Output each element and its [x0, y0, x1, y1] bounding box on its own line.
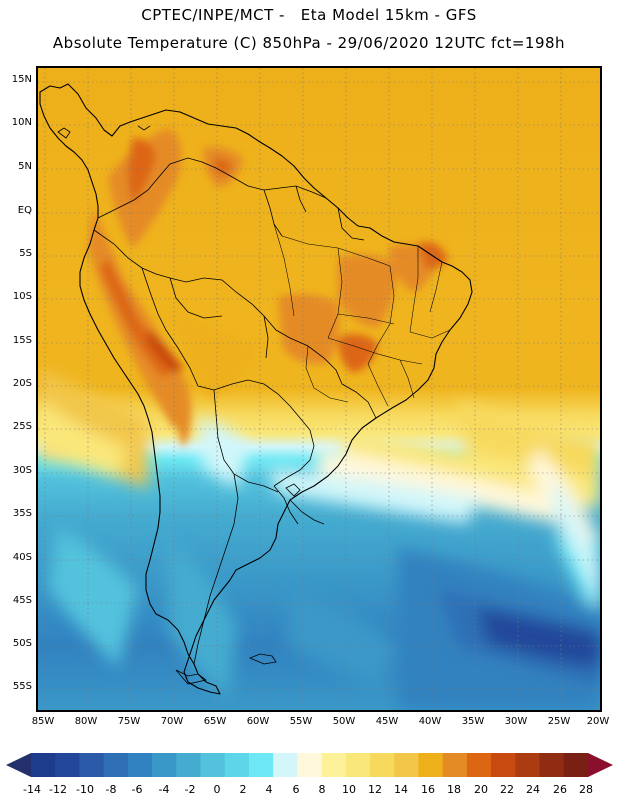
- continent-warm-areas: [88, 128, 448, 448]
- title-line-2: Absolute Temperature (C) 850hPa - 29/06/…: [52, 34, 566, 52]
- lat-label-10s: 10S: [12, 291, 32, 302]
- lat-label-eq: EQ: [17, 205, 32, 216]
- colorbar-swatch: [515, 753, 540, 777]
- temperature-map: [38, 68, 600, 710]
- colorbar-swatch: [224, 753, 250, 777]
- colorbar-swatch: [491, 753, 516, 777]
- colorbar-swatch: [466, 753, 492, 777]
- colorbar-swatch: [418, 753, 444, 777]
- state-borders: [273, 223, 451, 407]
- lon-label-50w: 50W: [332, 716, 356, 727]
- colorbar-swatch: [103, 753, 129, 777]
- colorbar-label: -2: [184, 783, 196, 796]
- colorbar-label: 2: [239, 783, 247, 796]
- lon-label-30w: 30W: [504, 716, 528, 727]
- lon-label-80w: 80W: [74, 716, 98, 727]
- field-patches: [38, 368, 600, 710]
- lon-label-65w: 65W: [203, 716, 227, 727]
- colorbar-swatch: [345, 753, 371, 777]
- lon-label-35w: 35W: [461, 716, 485, 727]
- colorbar-segments: [31, 753, 589, 777]
- lon-label-85w: 85W: [31, 716, 55, 727]
- lat-label-20s: 20S: [12, 378, 32, 389]
- lat-label-40s: 40S: [12, 552, 32, 563]
- colorbar-swatch: [442, 753, 468, 777]
- colorbar-label: 26: [553, 783, 567, 796]
- colorbar-swatch: [248, 753, 274, 777]
- colorbar-label: 10: [342, 783, 356, 796]
- lat-label-5s: 5S: [19, 248, 32, 259]
- colorbar-label: 4: [265, 783, 273, 796]
- lat-label-35s: 35S: [12, 508, 32, 519]
- colorbar-low-arrow: [6, 753, 31, 777]
- colorbar-swatch: [321, 753, 347, 777]
- lat-label-15s: 15S: [12, 335, 32, 346]
- colorbar-label: 18: [447, 783, 461, 796]
- lat-label-25s: 25S: [12, 421, 32, 432]
- colorbar-label: 22: [500, 783, 514, 796]
- colorbar-label: -10: [76, 783, 94, 796]
- lat-label-55s: 55S: [12, 681, 32, 692]
- colorbar-label: -4: [158, 783, 170, 796]
- colorbar-swatch: [539, 753, 565, 777]
- map-frame: [36, 66, 602, 712]
- lon-label-75w: 75W: [117, 716, 141, 727]
- colorbar-swatch: [297, 753, 323, 777]
- lat-label-15n: 15N: [11, 74, 32, 85]
- colorbar-label: 14: [394, 783, 408, 796]
- colorbar-high-arrow: [588, 753, 613, 777]
- colorbar-label: -14: [23, 783, 41, 796]
- lon-label-20w: 20W: [586, 716, 610, 727]
- lat-label-10n: 10N: [11, 117, 32, 128]
- colorbar-label: -8: [105, 783, 117, 796]
- lon-label-40w: 40W: [418, 716, 442, 727]
- colorbar-label: 28: [579, 783, 593, 796]
- colorbar-label: 12: [368, 783, 382, 796]
- colorbar-swatch: [563, 753, 589, 777]
- graticule-grid: [38, 68, 600, 710]
- lat-label-50s: 50S: [12, 638, 32, 649]
- colorbar-label: 16: [421, 783, 435, 796]
- colorbar-label: 20: [474, 783, 488, 796]
- colorbar-label: -6: [131, 783, 143, 796]
- colorbar: [6, 753, 613, 777]
- colorbar-label: 6: [292, 783, 300, 796]
- colorbar-swatch: [200, 753, 226, 777]
- lon-label-70w: 70W: [160, 716, 184, 727]
- colorbar-label: 0: [213, 783, 221, 796]
- colorbar-swatch: [273, 753, 298, 777]
- colorbar-label: -12: [49, 783, 67, 796]
- colorbar-swatch: [370, 753, 395, 777]
- colorbar-swatch: [176, 753, 201, 777]
- colorbar-label: 8: [318, 783, 326, 796]
- colorbar-swatch: [152, 753, 177, 777]
- lon-label-45w: 45W: [375, 716, 399, 727]
- lat-label-45s: 45S: [12, 595, 32, 606]
- colorbar-swatch: [31, 753, 56, 777]
- colorbar-swatch: [127, 753, 153, 777]
- south-america-coastline: [39, 83, 473, 695]
- lon-label-55w: 55W: [289, 716, 313, 727]
- islands: [57, 125, 301, 685]
- country-borders: [93, 157, 377, 665]
- lat-label-30s: 30S: [12, 465, 32, 476]
- colorbar-label: 24: [526, 783, 540, 796]
- lon-label-25w: 25W: [547, 716, 571, 727]
- lon-label-60w: 60W: [246, 716, 270, 727]
- colorbar-swatch: [394, 753, 419, 777]
- colorbar-swatch: [55, 753, 80, 777]
- lat-label-5n: 5N: [18, 161, 32, 172]
- colorbar-swatch: [79, 753, 105, 777]
- title-line-1: CPTEC/INPE/MCT - Eta Model 15km - GFS: [141, 6, 477, 24]
